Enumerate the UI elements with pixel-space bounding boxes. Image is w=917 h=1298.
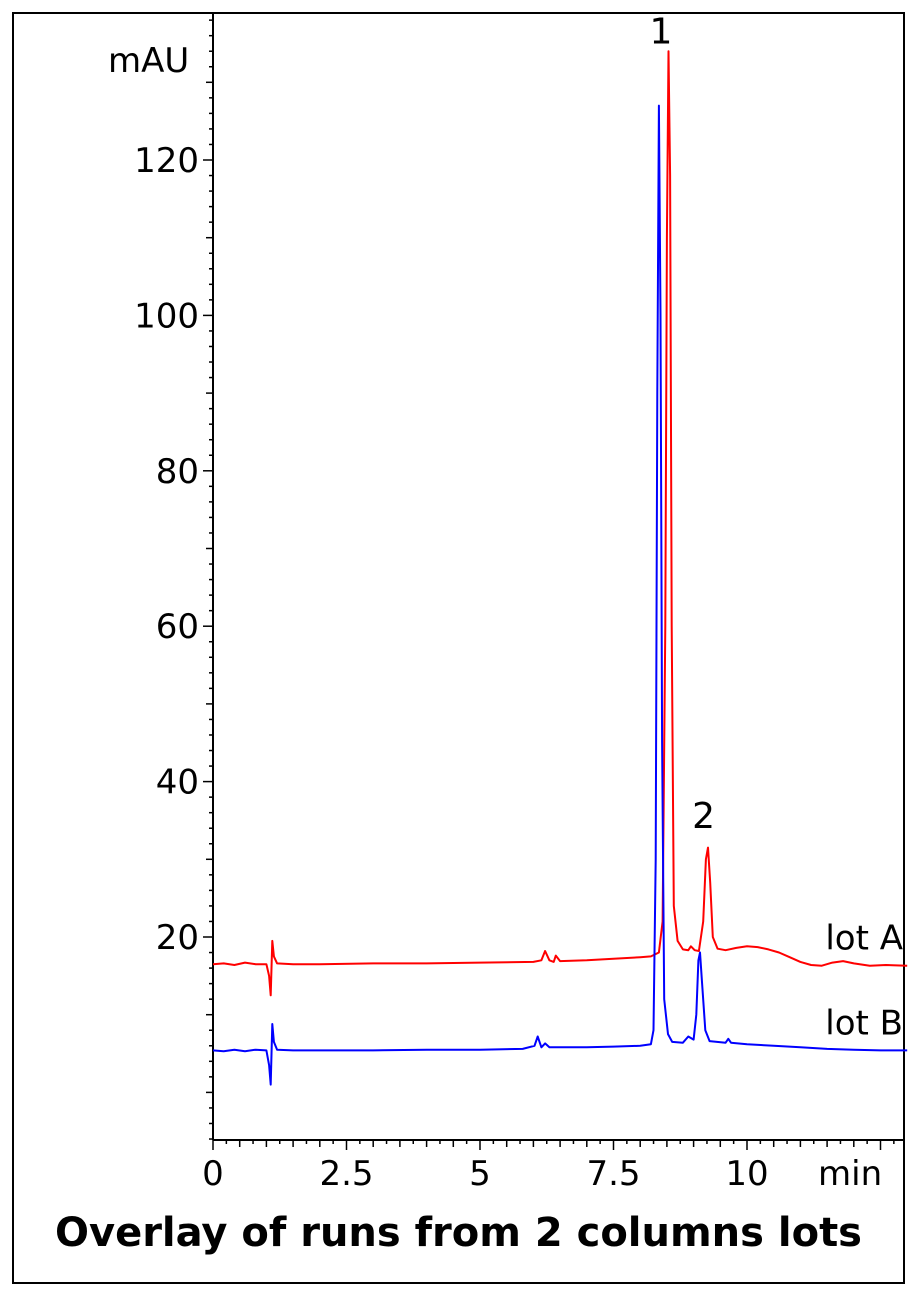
series-line-lot-b [212,104,908,1086]
chart-title: Overlay of runs from 2 columns lots [55,1210,862,1256]
peak-label: 2 [692,796,715,837]
peak-label: 1 [649,11,672,52]
x-axis-unit-label: min [818,1154,882,1194]
y-tick-label: 80 [156,452,199,492]
y-tick-label: 120 [134,141,199,181]
x-tick-label: 2.5 [319,1154,373,1194]
labels: mAU min lot A lot B 1 2 [108,11,903,1194]
x-tick-label: 0 [202,1154,224,1194]
y-tick-label: 60 [156,607,199,647]
series-label: lot B [825,1003,903,1043]
chart-frame [12,12,905,1284]
y-tick-label: 40 [156,763,199,803]
y-tick-label: 20 [156,918,199,958]
series-line-lot-a [212,50,908,997]
series-label: lot A [825,919,903,959]
y-tick-label: 100 [134,296,199,336]
ticks: 20 40 60 80 100 120 0 2.5 5 7.5 10 [134,19,895,1194]
x-tick-label: 10 [725,1154,768,1194]
x-tick-label: 7.5 [586,1154,640,1194]
y-axis-unit-label: mAU [108,41,189,81]
x-tick-label: 5 [469,1154,491,1194]
axes [212,12,905,1141]
series-lines [212,50,908,1086]
